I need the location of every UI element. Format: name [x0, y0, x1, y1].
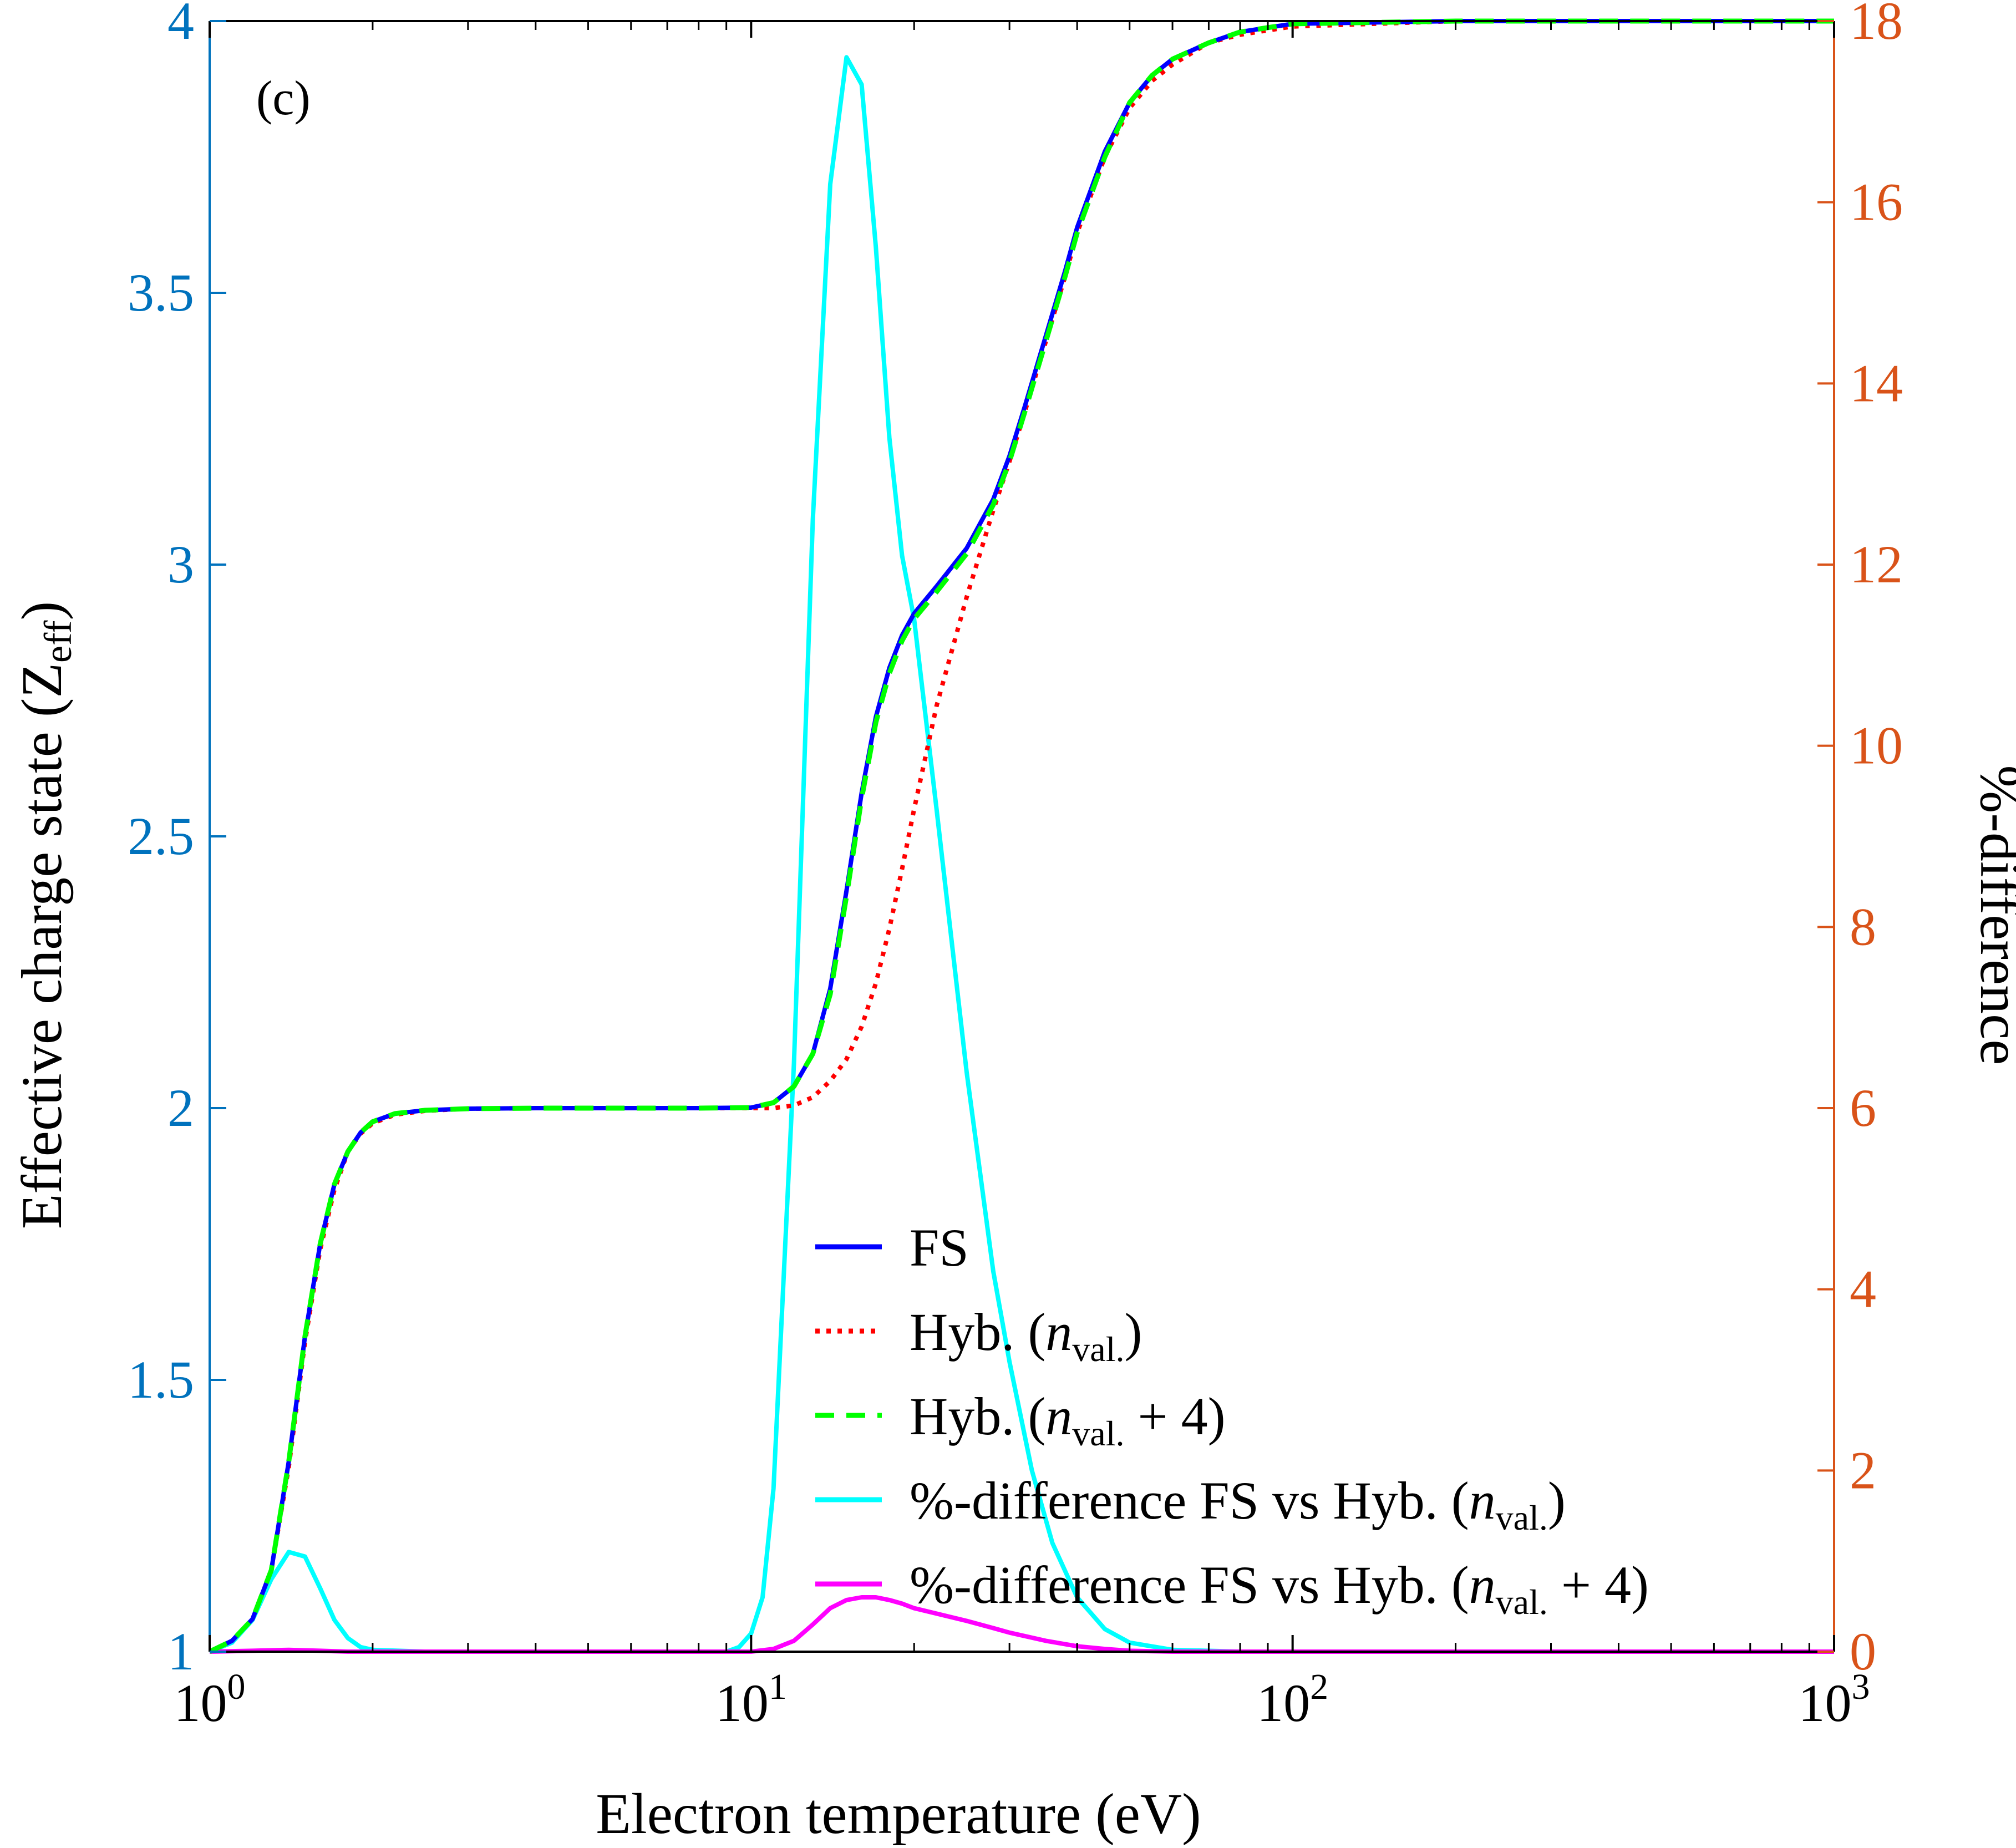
x-tick-label: 103	[1799, 1667, 1870, 1733]
legend-label-suffix: )	[1548, 1471, 1566, 1530]
y-left-tick-label: 3	[167, 535, 194, 594]
y-right-tick-label: 12	[1850, 535, 1903, 594]
y-right-tick-label: 2	[1850, 1440, 1876, 1500]
legend-label-suffix: )	[1124, 1302, 1142, 1362]
y-right-tick-label: 6	[1850, 1078, 1876, 1138]
x-tick-base: 10	[1257, 1673, 1310, 1733]
legend-label-n: n	[1045, 1387, 1072, 1446]
legend-label-suffix: + 4)	[1124, 1387, 1225, 1446]
legend-label-diff_nval: %-difference FS vs Hyb. (nval.)	[910, 1471, 1566, 1537]
y-axis-label-left-close: )	[10, 601, 74, 621]
legend-label-text: %-difference FS vs Hyb. (	[910, 1555, 1469, 1615]
x-tick-exp: 0	[227, 1667, 246, 1707]
y-right-tick-label: 16	[1850, 172, 1903, 232]
legend-label-text: Hyb. (	[910, 1302, 1045, 1362]
y-left-tick-label: 1	[167, 1622, 194, 1681]
legend-label-hyb_nval: Hyb. (nval.)	[910, 1302, 1142, 1369]
x-tick-exp: 3	[1852, 1667, 1870, 1707]
x-tick-base: 10	[1799, 1673, 1852, 1733]
legend-label-suffix: + 4)	[1548, 1555, 1649, 1615]
legend-label-diff_nval4: %-difference FS vs Hyb. (nval. + 4)	[910, 1555, 1649, 1622]
legend-label-n: n	[1045, 1302, 1072, 1362]
y-right-tick-label: 4	[1850, 1260, 1876, 1319]
x-tick-exp: 2	[1310, 1667, 1328, 1707]
y-right-tick-label: 18	[1850, 0, 1903, 50]
y-right-tick-label: 0	[1850, 1622, 1876, 1681]
y-left-tick-label: 2	[167, 1078, 194, 1138]
x-tick-base: 10	[174, 1673, 227, 1733]
series-line-hyb_nval4	[209, 18, 1834, 1654]
y-axis-label-left: Effective charge state (Zeff)	[10, 601, 80, 1229]
y-axis-label-right: %-difference	[1968, 765, 2016, 1065]
y-axis-label-left-main: Effective charge state (Z	[10, 663, 74, 1229]
legend-label-sub: val.	[1496, 1498, 1548, 1537]
legend-label-n: n	[1469, 1471, 1496, 1530]
x-tick-label: 102	[1257, 1667, 1328, 1733]
series-line-diff_nval	[209, 55, 1834, 1654]
legend-label-hyb_nval4: Hyb. (nval. + 4)	[910, 1387, 1226, 1453]
y-left-tick-label: 4	[167, 0, 194, 50]
x-tick-base: 10	[715, 1673, 769, 1733]
x-tick-label: 100	[174, 1667, 246, 1733]
legend-label-fs: FS	[910, 1218, 969, 1277]
x-axis-label: Electron temperature (eV)	[596, 1782, 1201, 1846]
y-left-tick-label: 3.5	[128, 263, 194, 322]
legend-label-sub: val.	[1072, 1414, 1124, 1453]
y-right-tick-label: 14	[1850, 353, 1903, 413]
legend-label-n: n	[1469, 1555, 1496, 1615]
y-left-tick-label: 2.5	[128, 806, 194, 866]
y-right-tick-label: 8	[1850, 897, 1876, 956]
legend-label-text: Hyb. (	[910, 1387, 1045, 1446]
panel-label: (c)	[256, 72, 311, 125]
legend-label-sub: val.	[1072, 1329, 1124, 1369]
legend-label-text: %-difference FS vs Hyb. (	[910, 1471, 1469, 1530]
x-tick-label: 101	[715, 1667, 787, 1733]
x-tick-exp: 1	[769, 1667, 787, 1707]
axes	[209, 20, 1835, 1653]
y-left-tick-label: 1.5	[128, 1350, 194, 1409]
y-right-tick-label: 10	[1850, 716, 1903, 775]
legend-label-sub: val.	[1496, 1582, 1548, 1622]
y-axis-label-left-sub: eff	[37, 620, 80, 663]
